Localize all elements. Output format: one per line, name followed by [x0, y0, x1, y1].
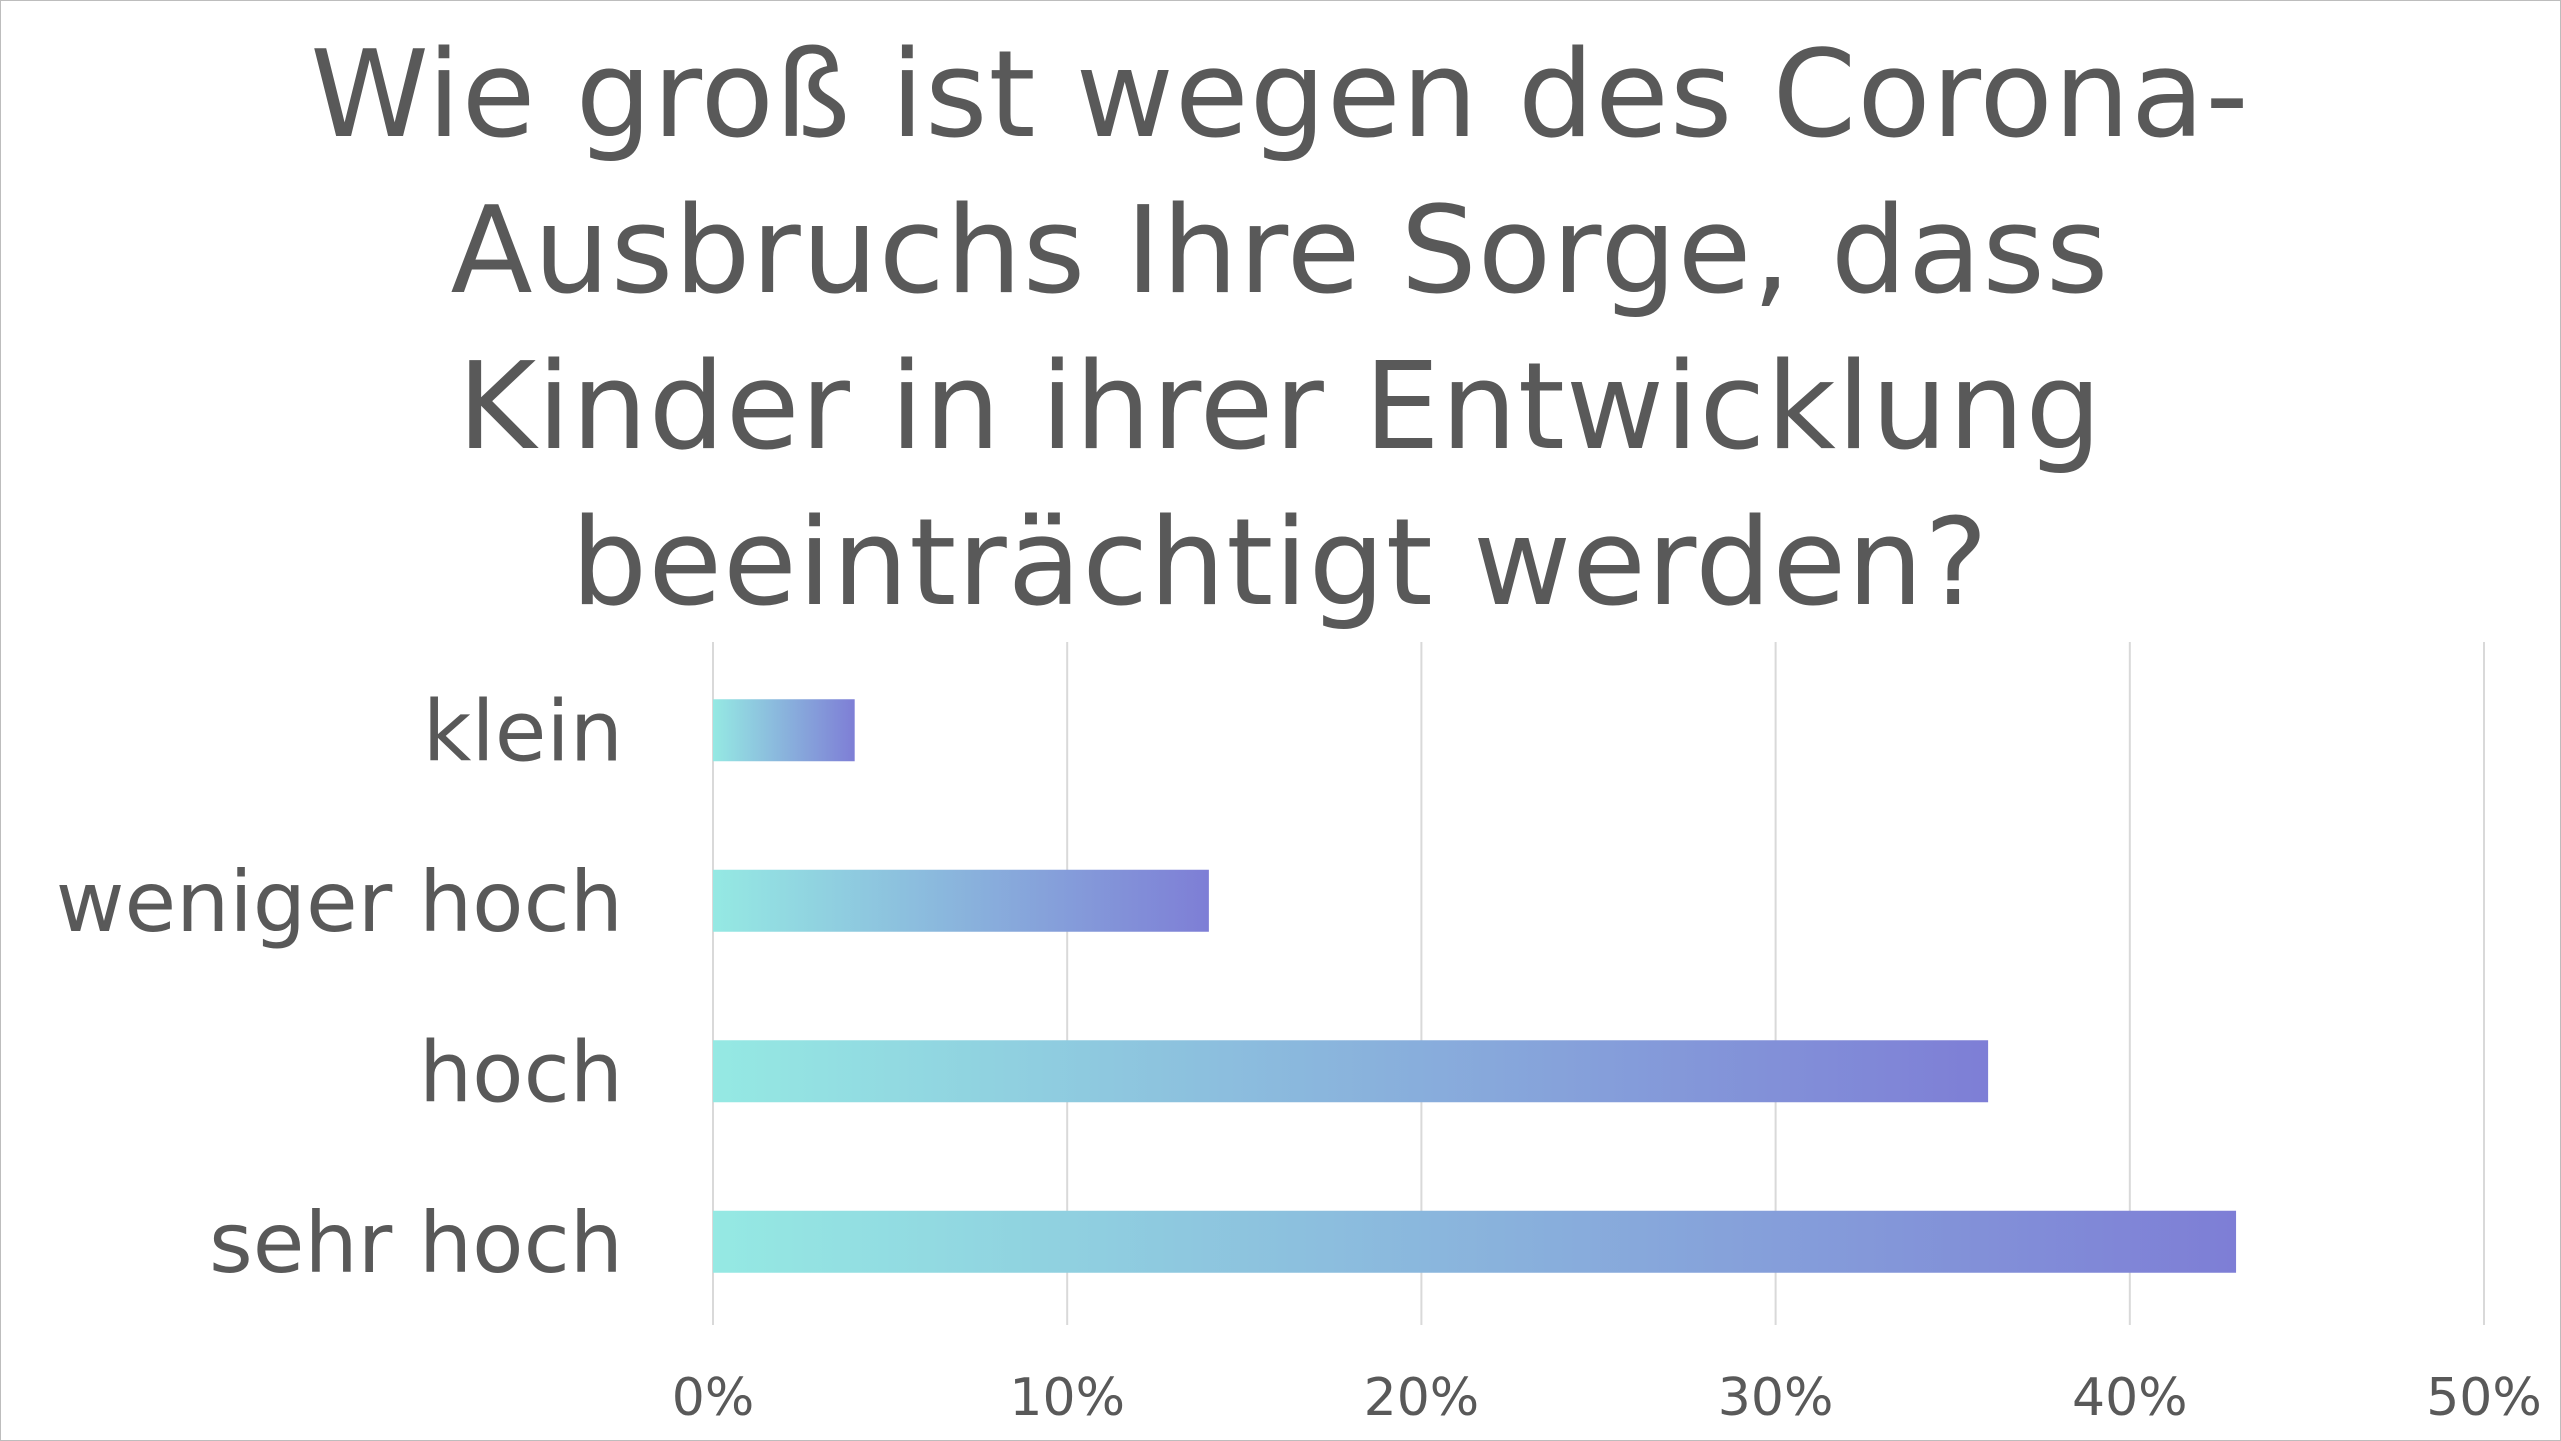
- category-labels: klein weniger hoch hoch sehr hoch: [56, 682, 623, 1292]
- x-tick-label: 50%: [2426, 1368, 2542, 1428]
- category-label: klein: [423, 682, 623, 780]
- chart-title: Wie groß ist wegen des Corona- Ausbruchs…: [180, 18, 2380, 642]
- category-label: hoch: [419, 1023, 623, 1121]
- chart-title-line: Ausbruchs Ihre Sorge, dass: [450, 182, 2110, 321]
- chart-title-line: Wie groß ist wegen des Corona-: [310, 26, 2250, 165]
- chart-title-line: beeinträchtigt werden?: [571, 494, 1989, 633]
- x-tick-label: 40%: [2072, 1368, 2188, 1428]
- category-label: weniger hoch: [56, 853, 623, 951]
- bar: [713, 869, 1209, 932]
- x-tick-label: 30%: [1718, 1368, 1834, 1428]
- bar: [713, 1040, 1989, 1103]
- bar: [713, 1210, 2237, 1273]
- bar: [713, 699, 855, 762]
- x-axis-tick-labels: 0% 10% 20% 30% 40% 50%: [672, 1368, 2542, 1428]
- bars: [713, 699, 2237, 1273]
- x-tick-label: 20%: [1364, 1368, 1480, 1428]
- category-label: sehr hoch: [209, 1194, 623, 1292]
- chart-title-line: Kinder in ihrer Entwicklung: [457, 338, 2103, 477]
- x-tick-label: 10%: [1009, 1368, 1125, 1428]
- x-tick-label: 0%: [672, 1368, 755, 1428]
